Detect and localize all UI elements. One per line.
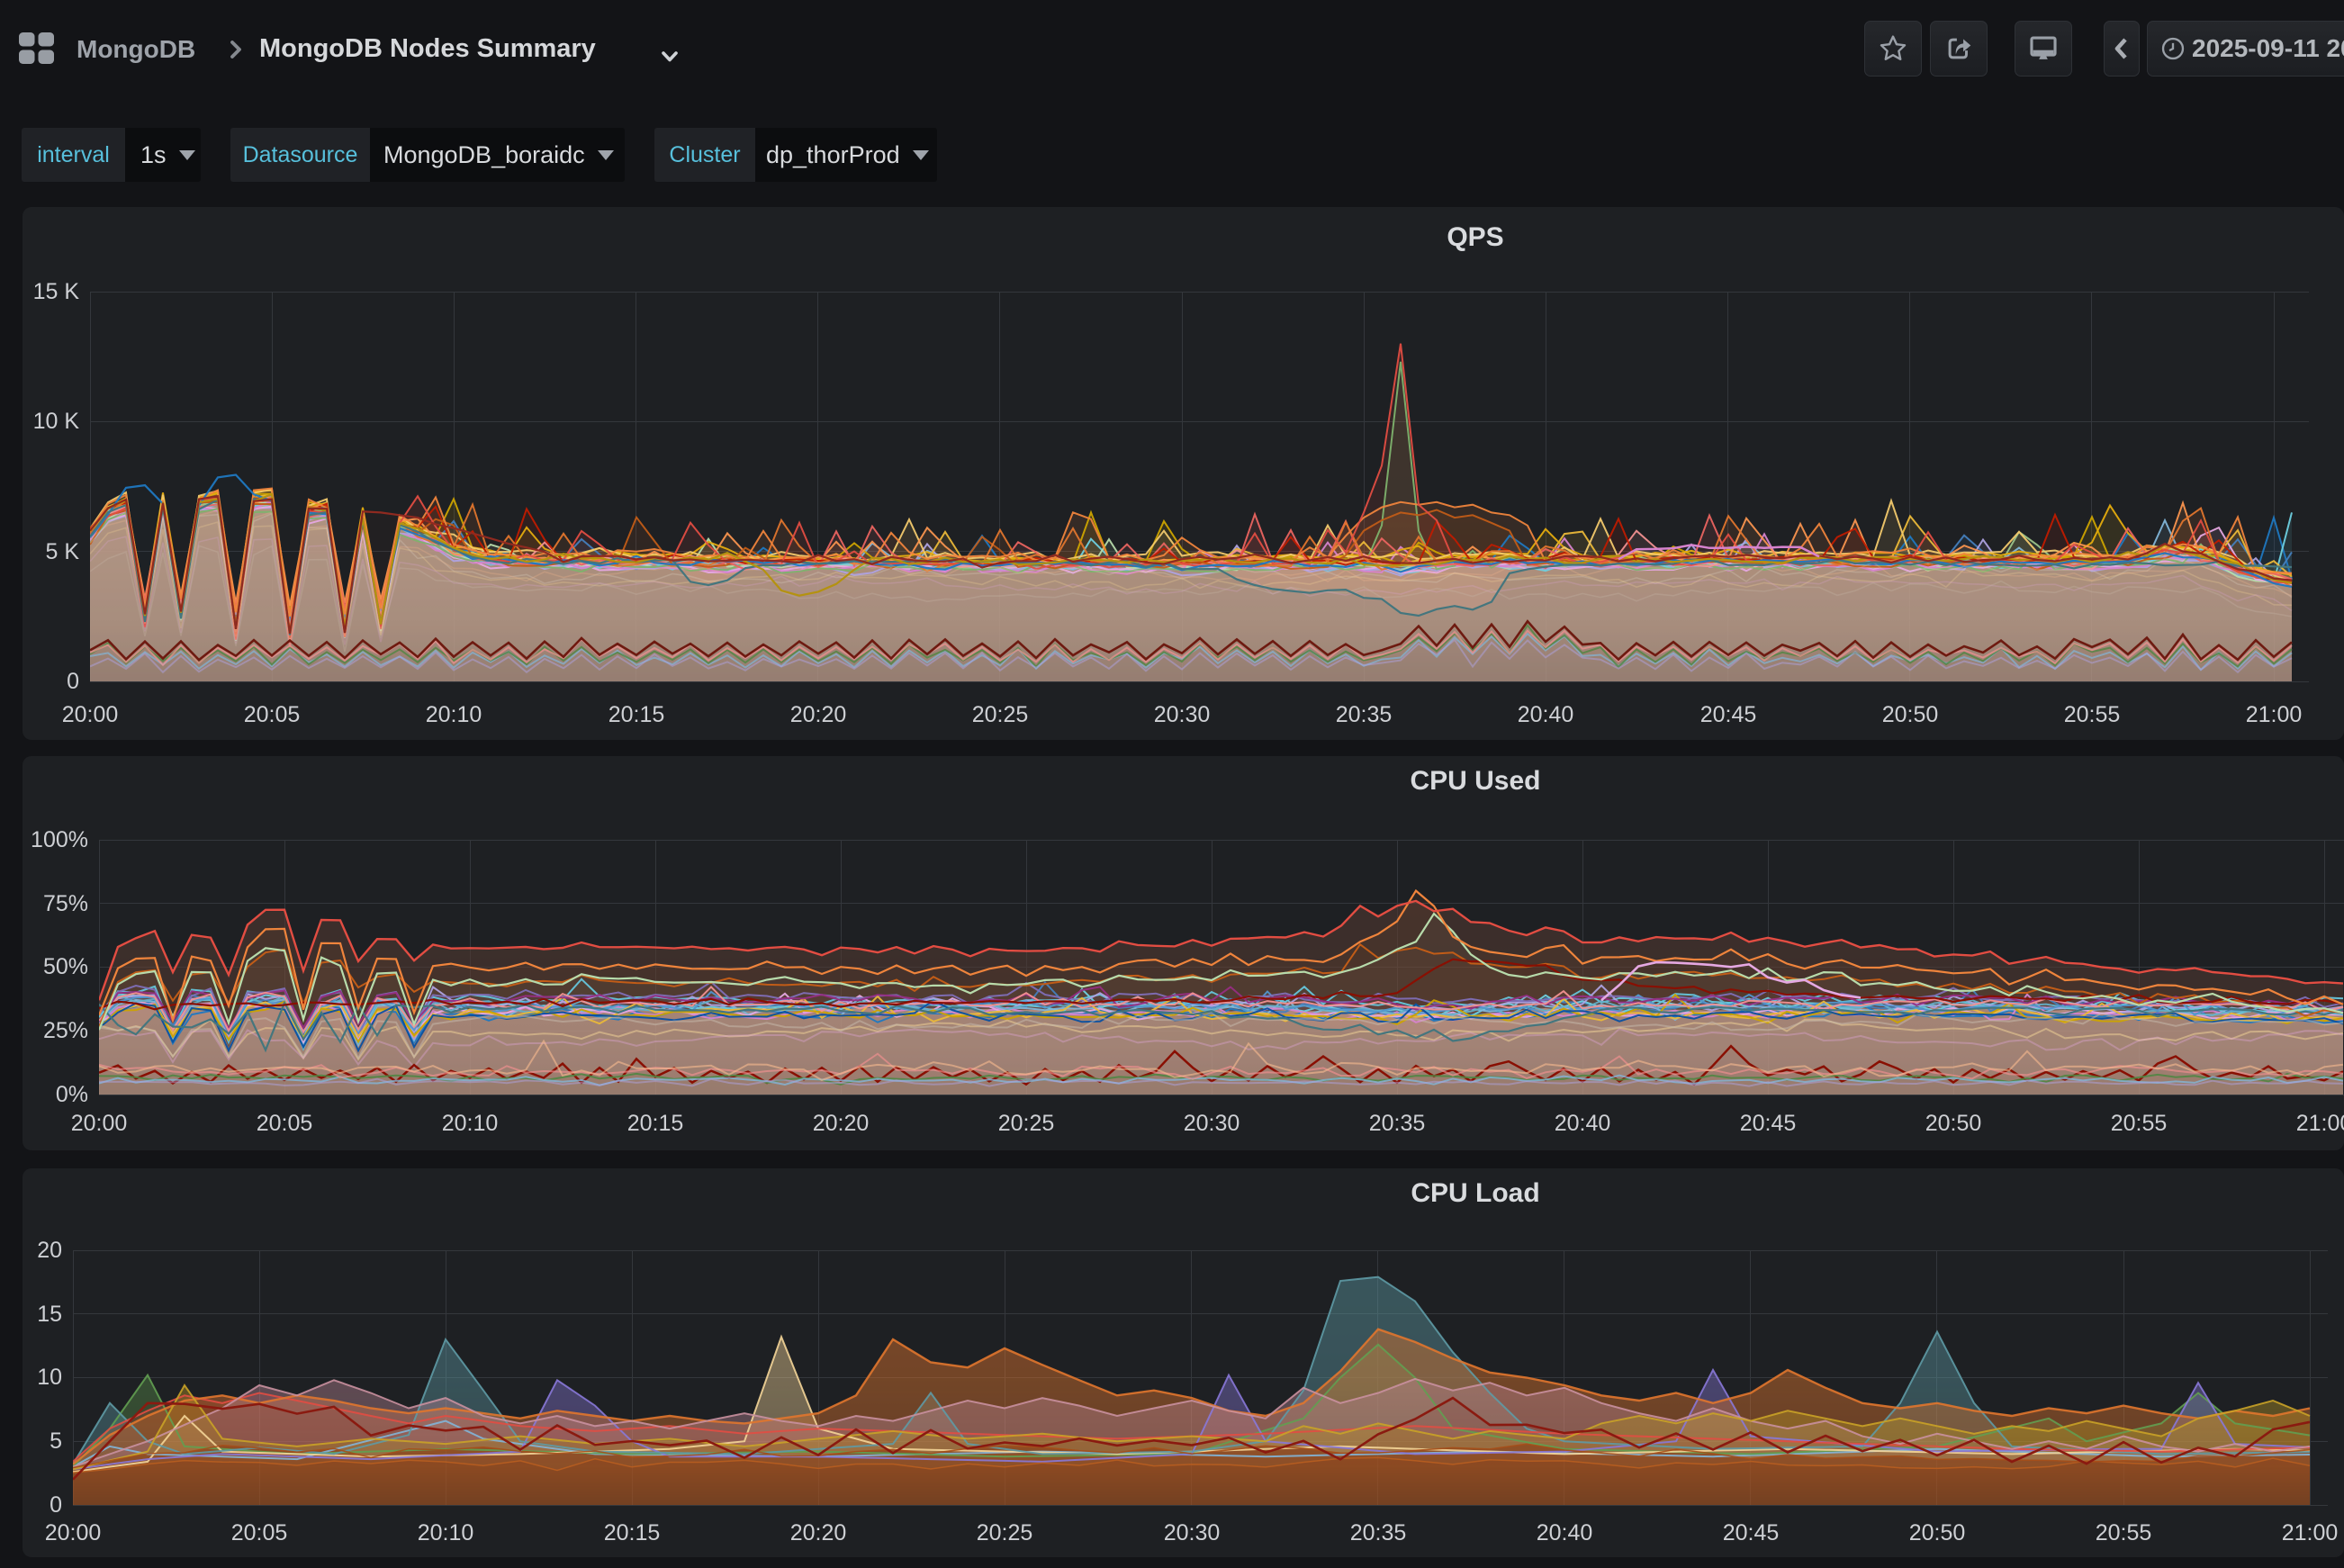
- svg-text:15 K: 15 K: [33, 279, 80, 304]
- svg-text:CPU Load: CPU Load: [1411, 1178, 1539, 1208]
- svg-text:20:15: 20:15: [609, 702, 665, 727]
- svg-text:21:00: 21:00: [2282, 1520, 2339, 1545]
- svg-text:75%: 75%: [43, 891, 88, 916]
- svg-text:0%: 0%: [56, 1082, 88, 1107]
- svg-text:20:55: 20:55: [2111, 1111, 2168, 1136]
- svg-text:20:45: 20:45: [1723, 1520, 1780, 1545]
- svg-text:20:35: 20:35: [1336, 702, 1393, 727]
- svg-text:20:55: 20:55: [2096, 1520, 2152, 1545]
- svg-text:20:25: 20:25: [977, 1520, 1033, 1545]
- svg-text:20:50: 20:50: [1882, 702, 1939, 727]
- svg-text:20:40: 20:40: [1518, 702, 1574, 727]
- svg-text:10: 10: [37, 1365, 62, 1390]
- svg-text:20:00: 20:00: [71, 1111, 128, 1136]
- svg-text:20:05: 20:05: [244, 702, 301, 727]
- svg-text:20:10: 20:10: [426, 702, 482, 727]
- svg-text:20:05: 20:05: [231, 1520, 288, 1545]
- svg-text:20:00: 20:00: [62, 702, 119, 727]
- svg-text:25%: 25%: [43, 1018, 88, 1043]
- svg-text:20:15: 20:15: [604, 1520, 661, 1545]
- svg-text:0: 0: [50, 1492, 62, 1518]
- svg-text:20:30: 20:30: [1164, 1520, 1221, 1545]
- svg-text:20:45: 20:45: [1700, 702, 1757, 727]
- svg-text:20:50: 20:50: [1925, 1111, 1982, 1136]
- svg-text:20:20: 20:20: [813, 1111, 870, 1136]
- svg-text:100%: 100%: [31, 827, 88, 852]
- svg-text:21:00: 21:00: [2246, 702, 2303, 727]
- svg-text:5: 5: [50, 1428, 62, 1454]
- svg-text:20:50: 20:50: [1909, 1520, 1966, 1545]
- svg-text:20:40: 20:40: [1537, 1520, 1593, 1545]
- svg-text:20:15: 20:15: [627, 1111, 684, 1136]
- svg-text:20:20: 20:20: [790, 1520, 847, 1545]
- svg-text:20:25: 20:25: [998, 1111, 1055, 1136]
- svg-text:20: 20: [37, 1238, 62, 1263]
- svg-text:20:10: 20:10: [418, 1520, 474, 1545]
- svg-text:50%: 50%: [43, 954, 88, 979]
- svg-text:20:35: 20:35: [1369, 1111, 1426, 1136]
- svg-text:10 K: 10 K: [33, 409, 80, 434]
- svg-text:20:30: 20:30: [1184, 1111, 1240, 1136]
- svg-text:QPS: QPS: [1447, 222, 1503, 252]
- svg-text:20:10: 20:10: [442, 1111, 499, 1136]
- svg-text:20:25: 20:25: [972, 702, 1029, 727]
- svg-text:20:30: 20:30: [1154, 702, 1211, 727]
- svg-text:20:05: 20:05: [257, 1111, 313, 1136]
- svg-text:CPU Used: CPU Used: [1410, 766, 1540, 796]
- svg-text:5 K: 5 K: [45, 539, 79, 564]
- svg-text:0: 0: [67, 669, 79, 694]
- svg-text:20:40: 20:40: [1555, 1111, 1611, 1136]
- svg-text:20:55: 20:55: [2064, 702, 2121, 727]
- svg-text:20:45: 20:45: [1740, 1111, 1797, 1136]
- svg-text:15: 15: [37, 1302, 62, 1327]
- svg-text:21:00: 21:00: [2296, 1111, 2344, 1136]
- svg-text:20:20: 20:20: [790, 702, 847, 727]
- svg-text:20:00: 20:00: [45, 1520, 102, 1545]
- svg-text:20:35: 20:35: [1350, 1520, 1407, 1545]
